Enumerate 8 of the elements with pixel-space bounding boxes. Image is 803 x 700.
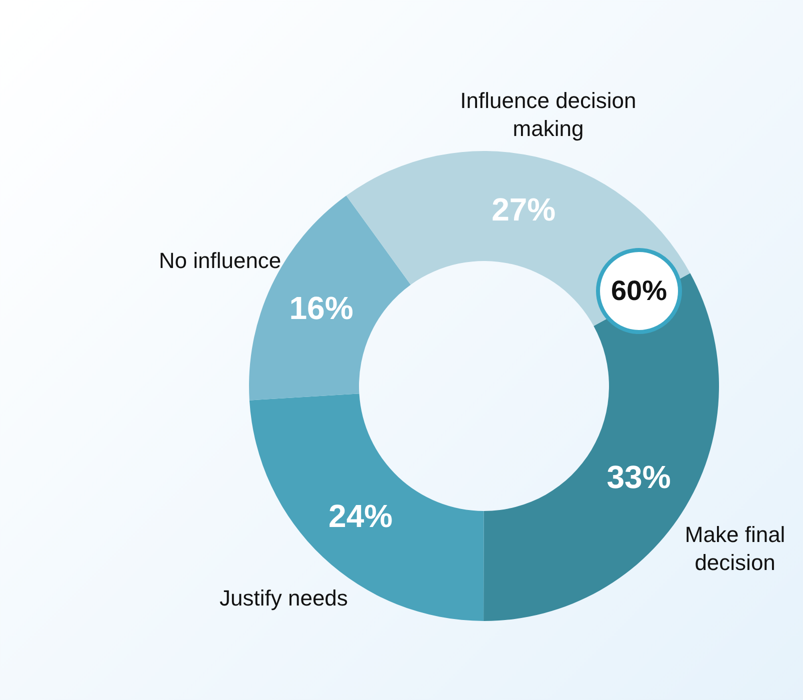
slice-label: Make final decision: [684, 522, 786, 576]
data-label: 16%: [289, 290, 354, 326]
data-label: 33%: [606, 458, 671, 495]
data-label: 27%: [492, 191, 556, 228]
slice-label: Justify needs: [220, 585, 348, 610]
data-label: 24%: [328, 498, 393, 534]
slice-label: Influence decision making: [460, 88, 636, 142]
slice-label: No influence: [158, 248, 282, 274]
